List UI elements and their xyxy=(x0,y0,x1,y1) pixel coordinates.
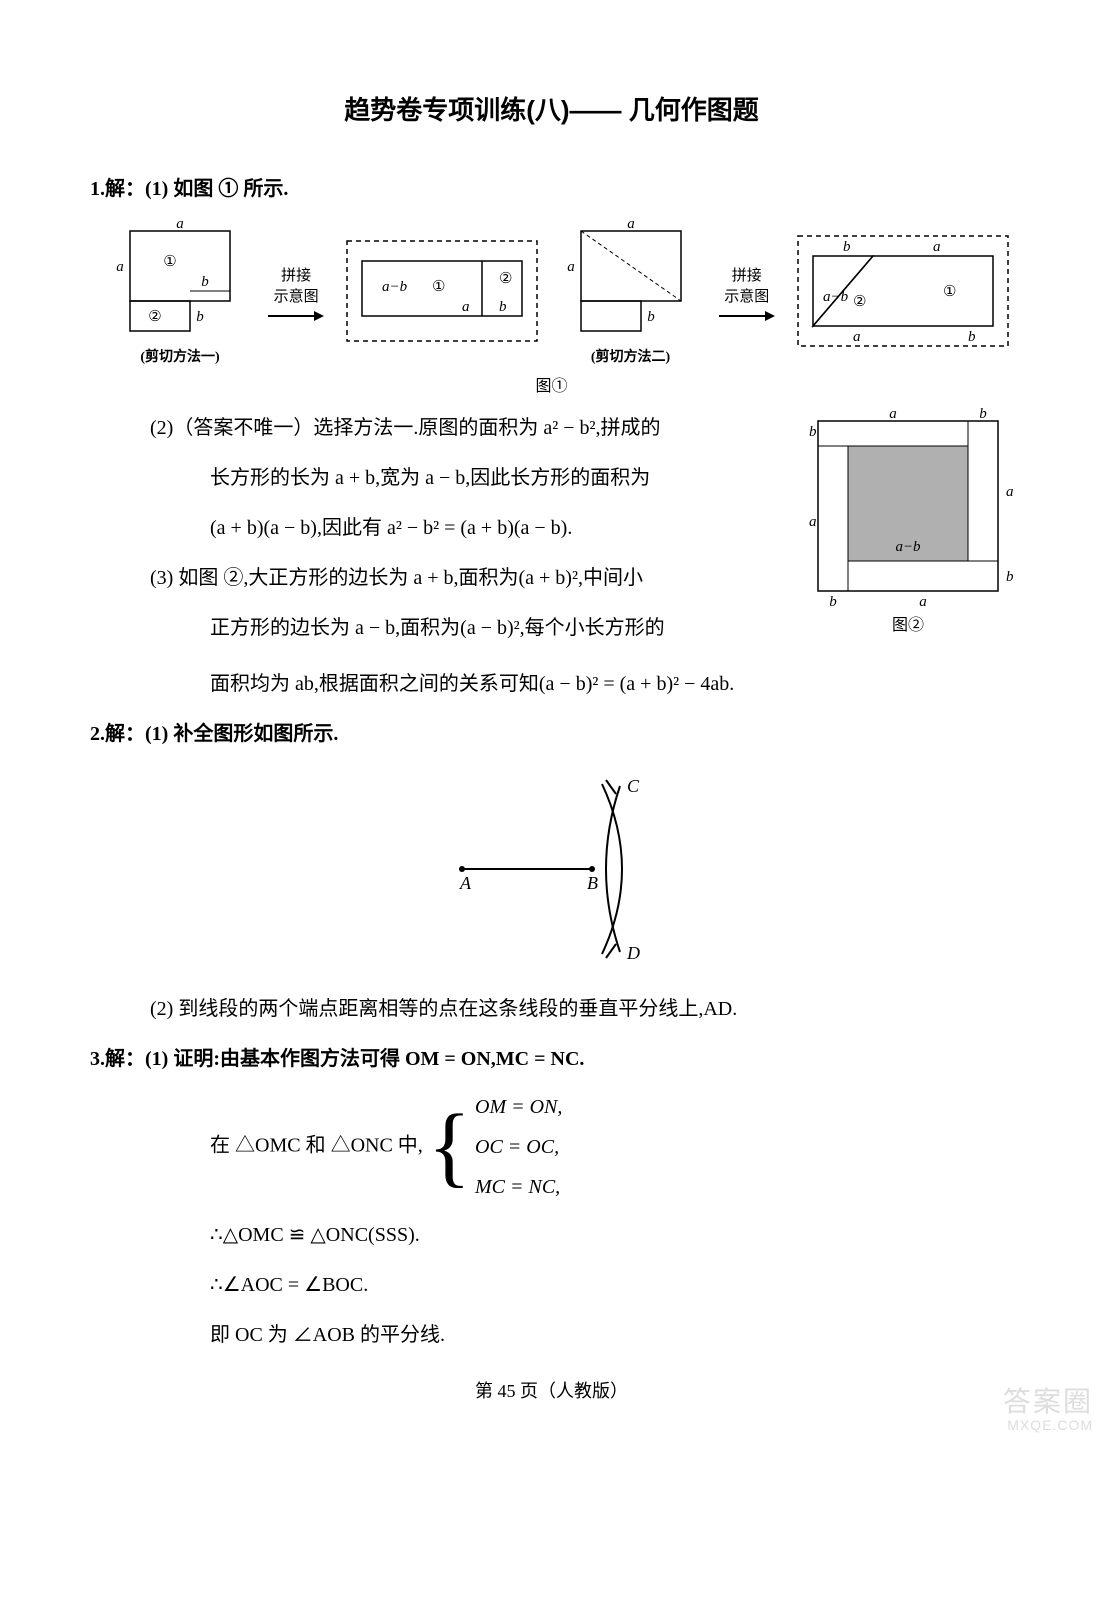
brace-row-3: MC = NC, xyxy=(475,1167,562,1207)
cut2-caption: (剪切方法二) xyxy=(561,346,701,366)
label-b: b xyxy=(499,299,507,315)
label-b: b xyxy=(843,239,851,255)
label-C: C xyxy=(627,776,640,796)
q2-header: 2.解：(1) 补全图形如图所示. xyxy=(90,712,1013,756)
label-b: b xyxy=(979,406,987,422)
label-D: D xyxy=(626,943,640,963)
figure-2: a b b a a b b a a−b 图② xyxy=(803,406,1013,635)
label-a: a xyxy=(627,221,635,232)
brace-row-1: OM = ON, xyxy=(475,1087,562,1127)
q3-header: 3.解：(1) 证明:由基本作图方法可得 OM = ON,MC = NC. xyxy=(90,1037,1013,1081)
label-a: a xyxy=(889,406,897,422)
figure-row-1: a a b b ① ② (剪切方法一) 拼接 示意图 a−b ① ② a xyxy=(110,221,1013,366)
label-a: a xyxy=(919,594,927,606)
q1-p3c: 面积均为 ab,根据面积之间的关系可知(a − b)² = (a + b)² −… xyxy=(90,662,1013,706)
watermark-big: 答案圈 xyxy=(1003,1387,1093,1418)
watermark-small: MXQE.COM xyxy=(1003,1418,1093,1433)
label-one: ① xyxy=(432,279,445,295)
brace-block: { OM = ON, OC = OC, MC = NC, xyxy=(428,1087,563,1207)
q1-header: 1.解：(1) 如图 ① 所示. xyxy=(90,167,1013,211)
label-b: b xyxy=(809,424,817,440)
q2-p2: (2) 到线段的两个端点距离相等的点在这条线段的垂直平分线上,AD. xyxy=(90,987,1013,1031)
label-one: ① xyxy=(163,254,176,270)
page-title: 趋势卷专项训练(八)—— 几何作图题 xyxy=(90,90,1013,127)
label-b: b xyxy=(647,309,655,325)
label-a: a xyxy=(116,259,124,275)
q3-c2: ∴∠AOC = ∠BOC. xyxy=(90,1263,1013,1307)
fig2-caption: 图② xyxy=(803,611,1013,635)
cut1-caption: (剪切方法一) xyxy=(110,346,250,366)
label-two: ② xyxy=(148,309,161,325)
fig1-caption: 图① xyxy=(90,372,1013,396)
label-A: A xyxy=(459,873,472,893)
q3-c1: ∴△OMC ≌ △ONC(SSS). xyxy=(90,1213,1013,1257)
label-b: b xyxy=(829,594,837,606)
assembled-2: b a a−b ② ① a b xyxy=(793,231,1013,356)
label-a: a xyxy=(933,239,941,255)
brace-intro: 在 △OMC 和 △ONC 中, xyxy=(210,1135,423,1157)
assembled-1: a−b ① ② a b xyxy=(342,231,542,356)
label-b: b xyxy=(968,329,976,345)
cut-method-1: a a b b ① ② (剪切方法一) xyxy=(110,221,250,366)
label-a: a xyxy=(176,221,184,232)
label-amb: a−b xyxy=(382,279,408,295)
arrow-1: 拼接 示意图 xyxy=(268,264,324,324)
label-a: a xyxy=(809,514,817,530)
watermark: 答案圈 MXQE.COM xyxy=(1003,1387,1093,1433)
label-amb: a−b xyxy=(895,539,921,555)
q3-brace-line: 在 △OMC 和 △ONC 中, { OM = ON, OC = OC, MC … xyxy=(90,1087,1013,1207)
label-b: b xyxy=(196,309,204,325)
label-a: a xyxy=(462,299,470,315)
label-two: ② xyxy=(853,294,866,310)
arrow-2: 拼接 示意图 xyxy=(719,264,775,324)
arrow-label: 拼接 示意图 xyxy=(724,264,769,306)
page-footer: 第 45 页（人教版） xyxy=(90,1377,1013,1403)
label-b: b xyxy=(1006,569,1013,585)
left-brace-icon: { xyxy=(428,1102,471,1192)
label-b: b xyxy=(201,274,209,290)
q3-c3: 即 OC 为 ∠AOB 的平分线. xyxy=(90,1313,1013,1357)
label-a: a xyxy=(567,259,575,275)
label-one: ① xyxy=(943,284,956,300)
q2-figure: A B C D xyxy=(90,774,1013,969)
brace-content: OM = ON, OC = OC, MC = NC, xyxy=(475,1087,562,1207)
cut-method-2: a a b (剪切方法二) xyxy=(561,221,701,366)
brace-row-2: OC = OC, xyxy=(475,1127,562,1167)
label-a: a xyxy=(853,329,861,345)
page: 趋势卷专项训练(八)—— 几何作图题 1.解：(1) 如图 ① 所示. a a … xyxy=(0,0,1103,1443)
label-two: ② xyxy=(499,271,512,287)
label-B: B xyxy=(587,873,598,893)
arrow-label: 拼接 示意图 xyxy=(274,264,319,306)
label-a: a xyxy=(1006,484,1013,500)
label-amb: a−b xyxy=(823,289,849,305)
